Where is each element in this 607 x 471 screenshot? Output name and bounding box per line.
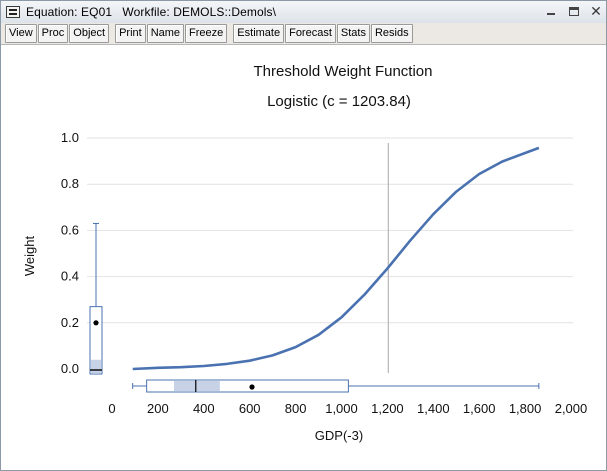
resids-button[interactable]: Resids [370,24,413,43]
y-tick-label: 1.0 [61,130,79,145]
x-tick-label: 2,000 [555,401,588,416]
weight-curve-line [132,146,540,371]
threshold-weight-chart: Threshold Weight Function Logistic (c = … [22,63,588,443]
chart-subtitle: Logistic (c = 1203.84) [267,93,411,110]
name-button[interactable]: Name [146,24,185,43]
x-tick-label: 600 [239,401,261,416]
x-tick-label: 1,800 [509,401,542,416]
y-axis-label: Weight [22,236,37,277]
maximize-button[interactable] [564,3,584,20]
close-button[interactable]: ✕ [586,3,606,20]
y-tick-label: 0.6 [61,222,79,237]
x-boxplot-iqr-box [173,381,220,391]
stats-button[interactable]: Stats [336,24,370,43]
minimize-button[interactable] [541,3,561,20]
view-button[interactable]: View [5,24,37,43]
y-boxplot-outer-box [89,306,103,375]
chart-title: Threshold Weight Function [254,63,433,80]
y-boxplot-iqr-box [91,359,101,373]
window-menu-icon[interactable] [6,6,20,18]
y-boxplot-mean [93,320,99,326]
x-tick-label: 1,600 [463,401,496,416]
proc-button[interactable]: Proc [37,24,69,43]
window-title: Equation: EQ01 Workfile: DEMOLS::Demols\ [26,5,277,19]
forecast-button[interactable]: Forecast [285,24,336,43]
x-tick-label: 200 [147,401,169,416]
minimize-icon [547,13,555,15]
y-tick-label: 0.0 [61,361,79,376]
print-button[interactable]: Print [115,24,146,43]
x-tick-label: 800 [285,401,307,416]
graph-area: Threshold Weight Function Logistic (c = … [1,46,606,470]
x-axis-label: GDP(-3) [315,428,363,443]
close-icon: ✕ [590,3,602,19]
x-tick-label: 1,000 [325,401,358,416]
y-tick-label: 0.2 [61,315,79,330]
x-boxplot-mean [249,384,255,390]
object-button[interactable]: Object [69,24,110,43]
x-tick-label: 1,200 [371,401,404,416]
maximize-icon [569,7,579,16]
y-tick-label: 0.8 [61,176,79,191]
freeze-button[interactable]: Freeze [185,24,228,43]
estimate-button[interactable]: Estimate [233,24,285,43]
y-tick-label: 0.4 [61,269,79,284]
title-bar[interactable]: Equation: EQ01 Workfile: DEMOLS::Demols\… [1,1,606,23]
toolbar: View Proc Object Print Name Freeze Estim… [1,23,606,45]
x-tick-label: 400 [193,401,215,416]
x-tick-label: 1,400 [417,401,450,416]
x-tick-label: 0 [108,401,115,416]
